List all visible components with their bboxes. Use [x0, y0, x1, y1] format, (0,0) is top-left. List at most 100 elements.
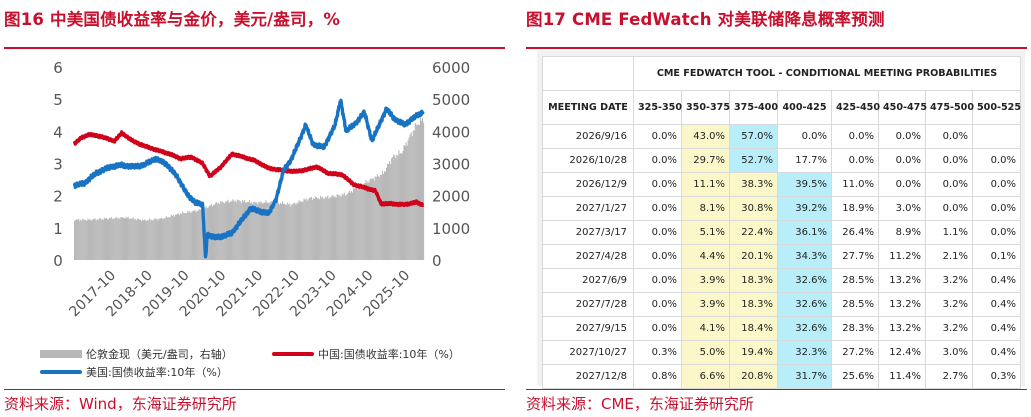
gold-bar-231: [311, 199, 313, 260]
probability-cell: 0.4%: [972, 292, 1021, 317]
gold-bar-267: [348, 190, 350, 260]
table-row: 2027/12/8 0.8% 6.6% 20.8% 31.7% 25.6% 11.4% 2.7…: [542, 364, 1021, 389]
gold-bar-160: [238, 200, 240, 260]
gold-bar-280: [362, 185, 364, 260]
gold-bar-57: [132, 217, 134, 260]
gold-bar-294: [376, 174, 378, 260]
gold-bar-226: [306, 200, 308, 260]
probability-cell: 43.0%: [681, 124, 730, 149]
gold-bar-11: [85, 220, 87, 260]
gold-bar-291: [373, 180, 375, 260]
right-title-rule: [526, 47, 1027, 49]
gold-bar-134: [211, 206, 214, 260]
gold-bar-116: [193, 210, 195, 260]
gold-bar-303: [385, 167, 388, 260]
table-row: 2027/7/28 0.0% 3.9% 18.3% 32.6% 28.5% 13.2% 3.2…: [542, 292, 1021, 317]
gold-bar-270: [351, 192, 354, 260]
gold-bar-236: [316, 198, 319, 260]
column-header-3: 375-400: [729, 90, 778, 125]
y-right-tick-6: 6000: [432, 59, 470, 77]
gold-bar-214: [294, 202, 296, 260]
gold-bar-243: [324, 198, 326, 260]
gold-bar-19: [93, 219, 95, 260]
gold-bar-165: [243, 199, 245, 260]
gold-bar-63: [138, 219, 140, 260]
column-header-7: 475-500: [925, 90, 974, 125]
meeting-date-cell: 2026/9/16: [542, 124, 634, 149]
gold-bar-173: [252, 204, 254, 260]
gold-bar-142: [220, 200, 222, 260]
gold-bar-254: [335, 197, 337, 260]
gold-bar-188: [267, 202, 269, 260]
gold-bar-239: [320, 195, 322, 260]
gold-bar-90: [166, 217, 168, 260]
gold-bar-172: [251, 202, 253, 260]
gold-bar-293: [375, 177, 377, 260]
gold-bar-60: [135, 220, 137, 260]
probability-cell: 3.2%: [925, 268, 973, 293]
gold-bar-141: [219, 204, 221, 260]
probability-cell: 0.0%: [972, 172, 1021, 197]
gold-bar-251: [332, 195, 334, 260]
gold-bar-21: [95, 220, 97, 260]
gold-bar-59: [134, 218, 136, 260]
table-caption-row: CME FEDWATCH TOOL - CONDITIONAL MEETING …: [542, 56, 1021, 91]
probability-cell: 52.7%: [729, 148, 778, 173]
gold-bar-23: [97, 219, 99, 260]
probability-cell: 4.1%: [681, 316, 730, 341]
gold-bar-221: [301, 201, 303, 260]
gold-bar-339: [423, 122, 425, 260]
probability-cell: 5.0%: [681, 340, 730, 365]
gold-bar-123: [200, 210, 202, 260]
gold-bar-159: [237, 200, 239, 260]
gold-bar-15: [89, 219, 91, 260]
gold-bar-171: [250, 203, 252, 260]
probability-cell: 2.7%: [925, 364, 973, 389]
probability-cell: 0.0%: [878, 172, 926, 197]
probability-cell: 0.0%: [925, 172, 973, 197]
gold-bar-235: [315, 197, 318, 260]
gold-bar-87: [163, 218, 165, 260]
table-row: 2026/10/28 0.0% 29.7% 52.7% 17.7% 0.0% 0.0% 0.0…: [542, 148, 1021, 173]
gold-bar-112: [189, 211, 191, 260]
gold-bar-162: [240, 202, 242, 260]
gold-bar-276: [358, 185, 360, 260]
gold-bar-324: [407, 140, 409, 260]
gold-bar-312: [395, 158, 397, 260]
gold-bar-110: [187, 210, 189, 260]
gold-bar-278: [360, 183, 362, 260]
probability-cell: 3.9%: [681, 268, 730, 293]
gold-bar-68: [144, 219, 146, 260]
gold-bar-38: [113, 218, 115, 260]
gold-bar-40: [115, 217, 117, 260]
y-right-tick-4: 4000: [432, 123, 470, 141]
gold-bar-167: [245, 202, 248, 260]
gold-bar-168: [246, 202, 249, 260]
gold-bar-271: [353, 188, 355, 260]
gold-bar-102: [179, 215, 181, 260]
gold-bar-245: [326, 197, 328, 260]
gold-bar-189: [268, 203, 270, 260]
probability-cell: 0.4%: [972, 268, 1021, 293]
gold-bar-202: [281, 201, 284, 260]
gold-bar-92: [168, 217, 170, 260]
probability-cell: 0.0%: [831, 148, 879, 173]
gold-bar-295: [377, 176, 379, 260]
gold-bar-334: [417, 124, 419, 260]
gold-bar-43: [118, 217, 120, 260]
probability-cell: 0.8%: [633, 364, 682, 389]
gold-bar-224: [304, 199, 306, 260]
gold-bar-149: [227, 199, 229, 260]
y-right-tick-2: 2000: [432, 188, 470, 206]
probability-cell: 25.6%: [831, 364, 879, 389]
gold-bar-288: [370, 178, 372, 260]
meeting-date-cell: 2027/3/17: [542, 220, 634, 245]
gold-bar-192: [271, 202, 273, 260]
gold-bar-256: [337, 195, 339, 260]
gold-bar-97: [173, 216, 175, 260]
gold-bar-32: [106, 219, 109, 260]
gold-bar-42: [117, 218, 119, 260]
gold-bar-114: [191, 211, 193, 260]
probability-cell: 18.3%: [729, 292, 778, 317]
table-caption-spacer: [542, 56, 634, 91]
